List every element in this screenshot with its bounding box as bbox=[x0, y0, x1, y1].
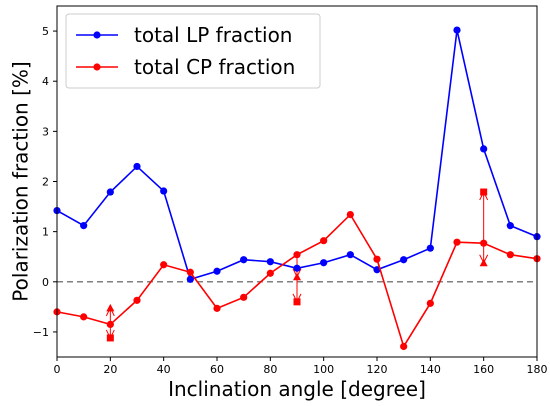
y-tick-label: 4 bbox=[42, 75, 49, 88]
x-tick-label: 80 bbox=[263, 363, 277, 376]
y-tick-label: 1 bbox=[42, 226, 49, 239]
legend-entry: total LP fraction bbox=[76, 23, 292, 47]
legend-marker bbox=[93, 31, 101, 39]
data-point bbox=[186, 268, 194, 276]
legend-box bbox=[65, 13, 321, 89]
data-point bbox=[186, 275, 194, 283]
y-tick-label: −1 bbox=[33, 326, 49, 339]
data-point bbox=[293, 264, 301, 272]
y-tick-label: 2 bbox=[42, 176, 49, 189]
legend-entry: total CP fraction bbox=[76, 55, 295, 79]
y-tick-label: 3 bbox=[42, 125, 49, 138]
data-point bbox=[453, 26, 461, 34]
data-point bbox=[346, 210, 354, 219]
data-point bbox=[373, 266, 381, 274]
data-point bbox=[133, 296, 141, 304]
data-point bbox=[213, 267, 221, 275]
x-axis-label: Inclination angle [degree] bbox=[168, 377, 426, 401]
data-point bbox=[373, 255, 381, 263]
data-point bbox=[480, 145, 488, 153]
data-point bbox=[320, 259, 328, 267]
x-tick-label: 0 bbox=[54, 363, 61, 376]
data-point bbox=[426, 244, 434, 252]
x-tick-label: 40 bbox=[157, 363, 171, 376]
data-point bbox=[266, 258, 274, 266]
y-tick-label: 5 bbox=[42, 25, 49, 38]
y-axis-ticks: −1 0 1 2 3 4 5 bbox=[33, 25, 57, 339]
x-tick-label: 160 bbox=[473, 363, 494, 376]
data-point bbox=[160, 187, 168, 195]
data-point bbox=[213, 304, 221, 312]
series-lp bbox=[53, 26, 541, 283]
series-layer bbox=[53, 26, 541, 351]
annotation-square-marker bbox=[106, 334, 114, 342]
data-point bbox=[80, 313, 88, 321]
x-tick-label: 180 bbox=[527, 363, 548, 376]
data-point bbox=[320, 237, 328, 245]
data-point bbox=[293, 251, 301, 259]
x-tick-label: 120 bbox=[367, 363, 388, 376]
annotation-triangle-marker bbox=[293, 272, 301, 281]
data-point bbox=[160, 261, 168, 269]
data-point bbox=[240, 256, 248, 264]
y-tick-label: 0 bbox=[42, 276, 49, 289]
legend-marker bbox=[93, 63, 101, 71]
x-tick-label: 60 bbox=[210, 363, 224, 376]
data-point bbox=[346, 251, 354, 259]
data-point bbox=[266, 269, 274, 277]
legend-label: total CP fraction bbox=[134, 55, 295, 79]
data-point bbox=[506, 222, 514, 230]
data-point bbox=[240, 293, 248, 301]
data-point bbox=[133, 162, 141, 171]
data-point bbox=[506, 251, 514, 259]
annotation-triangle-marker bbox=[106, 303, 115, 312]
data-point bbox=[426, 299, 434, 307]
data-point bbox=[400, 256, 408, 264]
data-point bbox=[106, 188, 114, 196]
annotation-triangle-marker bbox=[479, 258, 488, 267]
y-axis-label: Polarization fraction [%] bbox=[9, 61, 33, 301]
annotation-square-marker bbox=[293, 298, 301, 306]
x-tick-label: 20 bbox=[103, 363, 117, 376]
legend: total LP fraction total CP fraction bbox=[65, 13, 321, 89]
x-axis-ticks: 0 20 40 60 80 100 120 140 160 180 bbox=[54, 357, 548, 376]
annotation-square-marker bbox=[480, 188, 488, 196]
x-tick-label: 100 bbox=[313, 363, 334, 376]
series-cp bbox=[53, 210, 541, 351]
arrow-annotations bbox=[105, 188, 489, 342]
x-tick-label: 140 bbox=[420, 363, 441, 376]
data-point bbox=[400, 342, 408, 351]
data-point bbox=[106, 320, 114, 329]
data-point bbox=[80, 222, 88, 230]
legend-label: total LP fraction bbox=[134, 23, 292, 47]
data-point bbox=[480, 239, 488, 247]
data-point bbox=[453, 238, 461, 246]
